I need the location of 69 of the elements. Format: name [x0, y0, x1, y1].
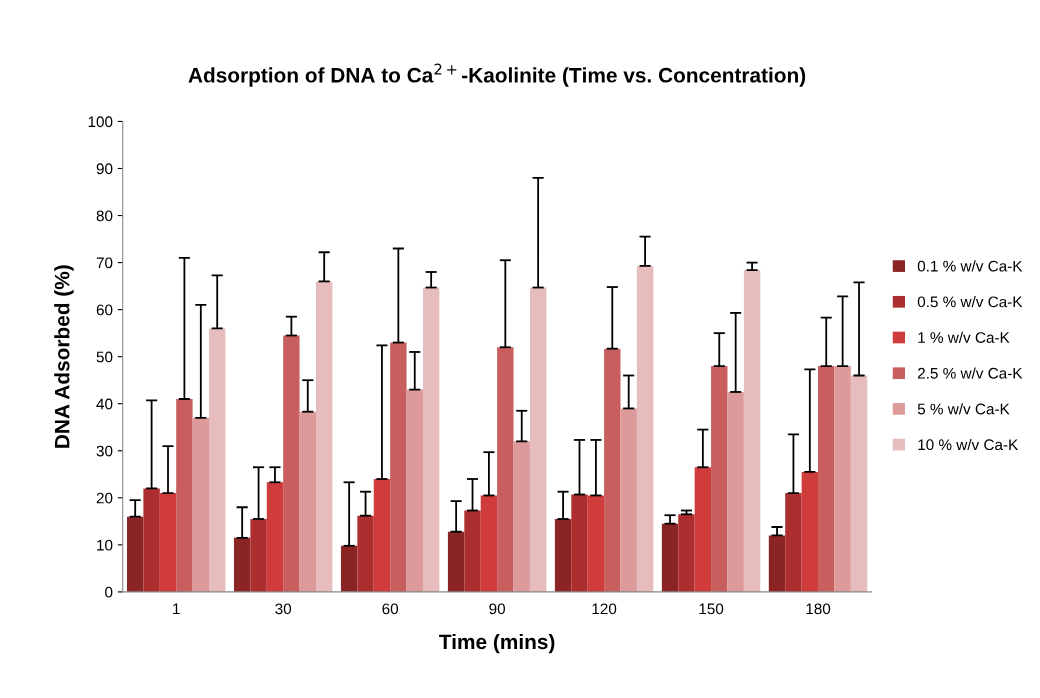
bar	[727, 391, 744, 592]
bar	[554, 518, 572, 592]
bar	[233, 537, 251, 592]
y-tick-label: 0	[105, 586, 113, 598]
bar	[818, 366, 835, 592]
bar	[447, 531, 465, 592]
bar	[636, 265, 654, 592]
bar	[529, 287, 547, 592]
y-tick-label: 70	[96, 257, 113, 269]
bar	[299, 411, 316, 592]
bar	[283, 335, 300, 592]
y-tick-label: 20	[96, 492, 113, 504]
bar	[192, 417, 210, 592]
bar	[513, 441, 530, 592]
bar	[678, 514, 695, 592]
chart-title: Adsorption of DNA to Ca$^{2+}$-Kaolinite (Time vs. Concentration)	[188, 63, 806, 87]
y-tick-label: 30	[96, 445, 113, 457]
bar	[497, 347, 514, 592]
bar	[209, 328, 226, 592]
bar	[373, 479, 391, 592]
x-axis-title: Time (mins)	[439, 633, 555, 654]
legend-label: 10 % w/v Ca-K	[918, 438, 1019, 451]
legend-label: 2.5 % w/v Ca-K	[917, 367, 1023, 379]
legend-label: 0.5 % w/v Ca-K	[917, 296, 1023, 308]
bar	[176, 399, 193, 592]
bar	[406, 389, 423, 592]
bar	[620, 408, 637, 592]
bar	[250, 518, 267, 592]
bar	[801, 471, 819, 592]
bar	[143, 488, 160, 592]
x-tick-label: 60	[382, 603, 399, 615]
bar	[604, 348, 621, 592]
bar	[785, 493, 802, 592]
y-tick-label: 80	[96, 210, 113, 222]
x-tick-label: 1	[173, 603, 180, 615]
legend-label: 0.1 % w/v Ca-K	[917, 260, 1023, 272]
bar	[340, 545, 358, 592]
y-tick-label: 100	[88, 116, 113, 128]
bar	[694, 467, 712, 592]
bar	[480, 495, 498, 592]
x-tick-label: 120	[592, 603, 617, 615]
bar	[661, 523, 679, 592]
bar	[390, 342, 407, 592]
bar	[834, 366, 851, 592]
bar	[587, 495, 605, 592]
bar	[357, 515, 374, 592]
bar	[464, 510, 481, 592]
y-tick-label: 40	[96, 398, 113, 410]
y-tick-label: 10	[97, 539, 113, 551]
bar	[768, 535, 786, 592]
bar	[571, 494, 588, 592]
legend-label: 5 % w/v Ca-K	[917, 403, 1010, 415]
bar	[159, 493, 177, 592]
y-tick-label: 90	[96, 163, 113, 175]
y-tick-label: 50	[96, 351, 113, 363]
x-tick-label: 180	[806, 603, 831, 615]
bar	[422, 287, 440, 592]
bar	[850, 375, 868, 592]
bar	[127, 516, 144, 592]
bar	[711, 366, 728, 592]
x-tick-label: 30	[275, 603, 292, 615]
bar	[266, 482, 284, 592]
y-tick-label: 60	[96, 304, 113, 316]
y-axis-title: DNA Adsorbed (%)	[54, 265, 74, 448]
x-tick-label: 90	[489, 603, 506, 615]
bar	[315, 281, 333, 592]
x-tick-label: 150	[699, 603, 724, 615]
legend-label: 1 % w/v Ca-K	[918, 331, 1010, 343]
bar	[743, 270, 761, 592]
